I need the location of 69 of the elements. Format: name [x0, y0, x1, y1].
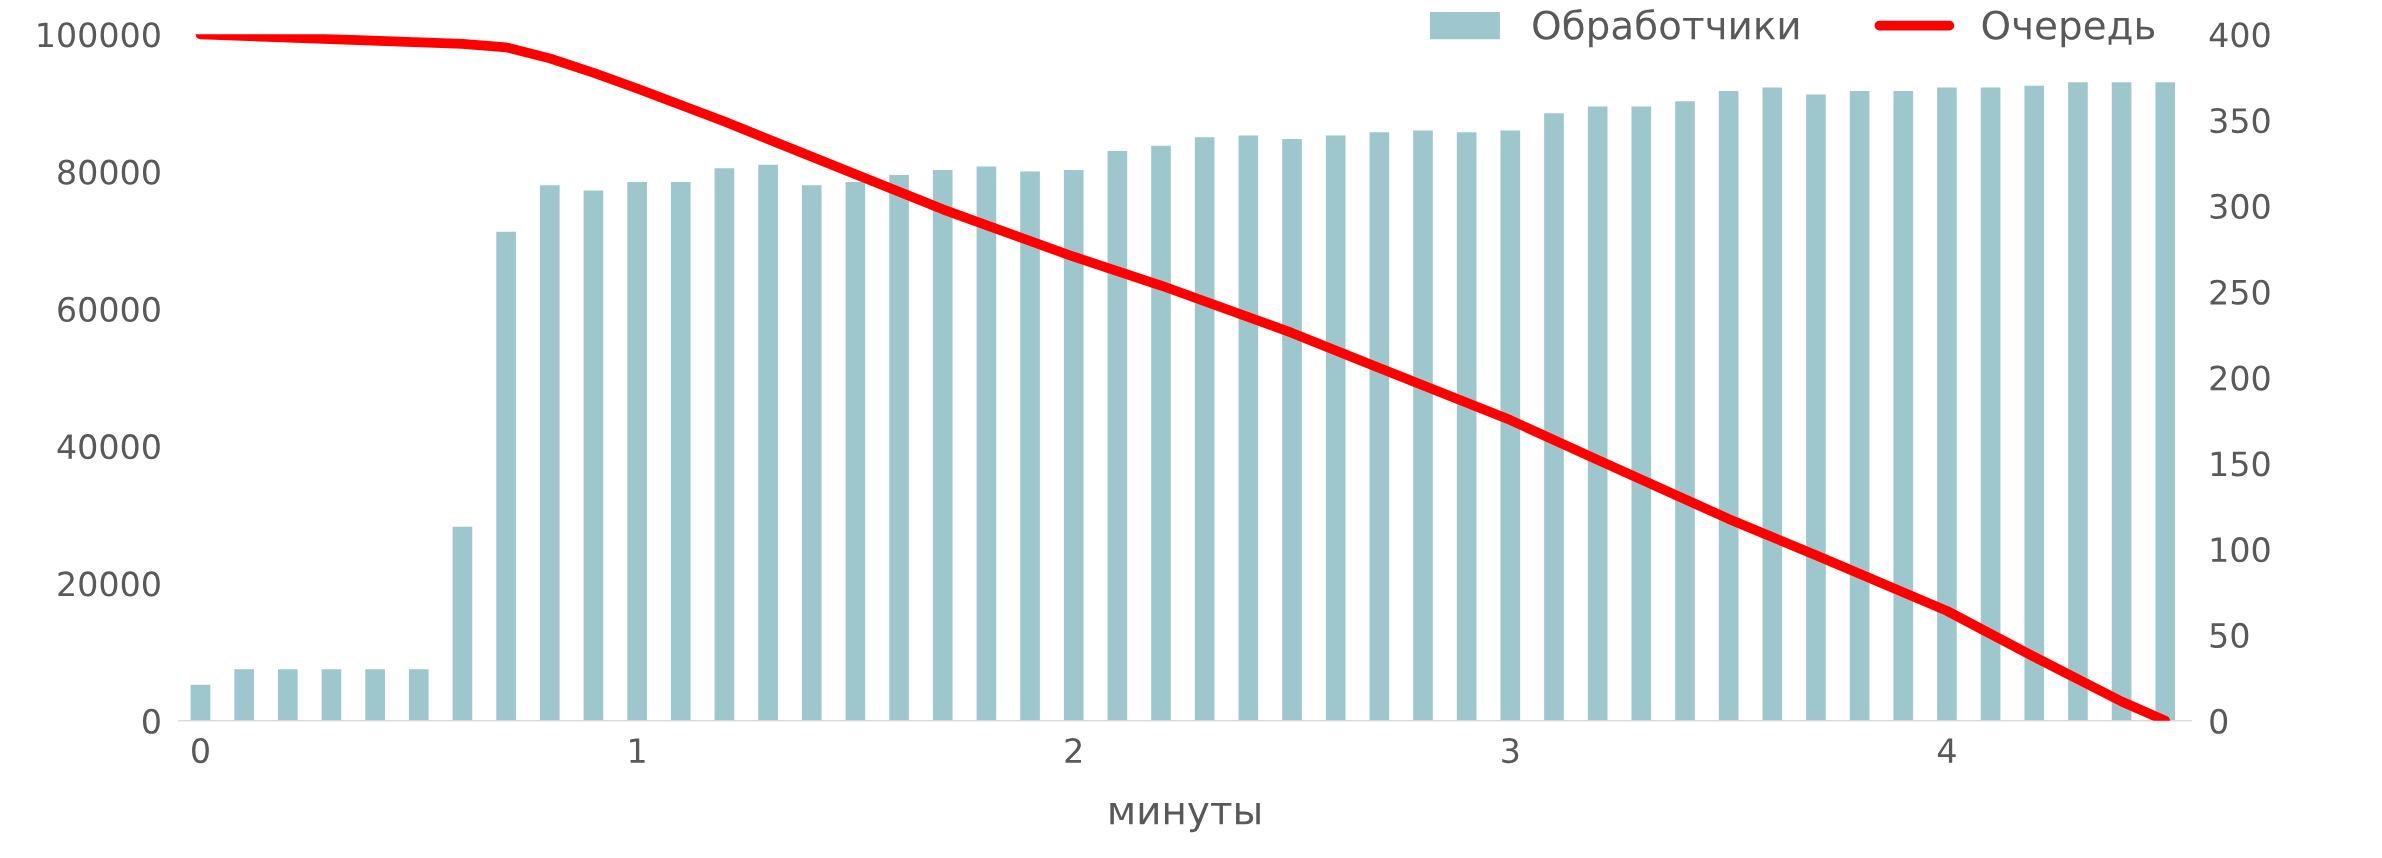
x-tick-label: 0	[192, 737, 209, 764]
bar	[1325, 135, 1346, 721]
y-tick-label: 20000	[58, 571, 160, 597]
y-tick-label: 80000	[58, 159, 160, 185]
bar	[539, 185, 560, 721]
bar	[1631, 106, 1652, 721]
y2-tick-label: 200	[2210, 365, 2270, 391]
bar	[277, 669, 298, 721]
y-tick-label: 40000	[57, 434, 160, 460]
bar	[190, 684, 211, 721]
bar	[365, 669, 385, 721]
bar	[670, 181, 691, 721]
y2-tick-label: 350	[2210, 108, 2270, 134]
y2-tick-label: 100	[2211, 537, 2270, 563]
bar	[1849, 90, 1870, 721]
bar	[1587, 106, 1608, 721]
bar	[714, 168, 735, 721]
bar	[1980, 87, 2001, 721]
bar	[1151, 145, 1171, 721]
bar	[1500, 130, 1521, 721]
bar	[1718, 90, 1739, 721]
bar	[976, 166, 997, 721]
bar	[932, 169, 953, 721]
x-tick-label: 4	[1937, 738, 1956, 763]
bar	[1194, 137, 1215, 721]
bar	[496, 231, 516, 721]
y2-tick-label: 0	[2210, 708, 2228, 734]
y-tick-label: 0	[142, 708, 160, 734]
bar	[1544, 113, 1564, 721]
bar	[801, 185, 822, 721]
bar	[889, 175, 909, 721]
bar	[1893, 90, 1914, 721]
bar	[1456, 132, 1477, 721]
y-tick-label: 60000	[58, 296, 160, 323]
y2-tick-label: 50	[2210, 622, 2249, 649]
bar	[2111, 82, 2132, 721]
bar	[583, 190, 604, 721]
x-tick-label: 2	[1065, 737, 1081, 763]
bar	[2155, 82, 2176, 721]
x-tick-label: 3	[1502, 737, 1519, 764]
bar	[1937, 87, 1957, 721]
legend-label: Обработчики	[1533, 9, 1799, 48]
bar	[321, 669, 342, 721]
y-tick-label: 100000	[38, 22, 160, 48]
bar	[452, 526, 473, 721]
bar	[1806, 94, 1826, 721]
bar	[1675, 101, 1695, 721]
bar	[1107, 151, 1128, 721]
bar	[627, 181, 647, 721]
bar	[1063, 169, 1084, 721]
bar	[1282, 139, 1302, 721]
bar	[1762, 87, 1783, 721]
y2-tick-label: 300	[2210, 193, 2270, 220]
bar	[408, 669, 429, 721]
bar	[845, 181, 866, 721]
y2-tick-label: 250	[2210, 279, 2270, 305]
bar	[234, 669, 254, 721]
bar	[1369, 132, 1390, 721]
bar	[2068, 82, 2088, 721]
x-axis-title: минуты	[1110, 802, 1260, 833]
bar	[758, 164, 778, 721]
y2-tick-label: 400	[2209, 22, 2270, 48]
x-tick-label: 1	[630, 738, 645, 763]
bar	[1238, 135, 1259, 721]
bar	[1413, 130, 1433, 721]
bar	[2024, 85, 2045, 721]
y2-tick-label: 150	[2211, 451, 2270, 477]
legend-label: Очередь	[1982, 10, 2155, 48]
bar	[1020, 171, 1040, 721]
